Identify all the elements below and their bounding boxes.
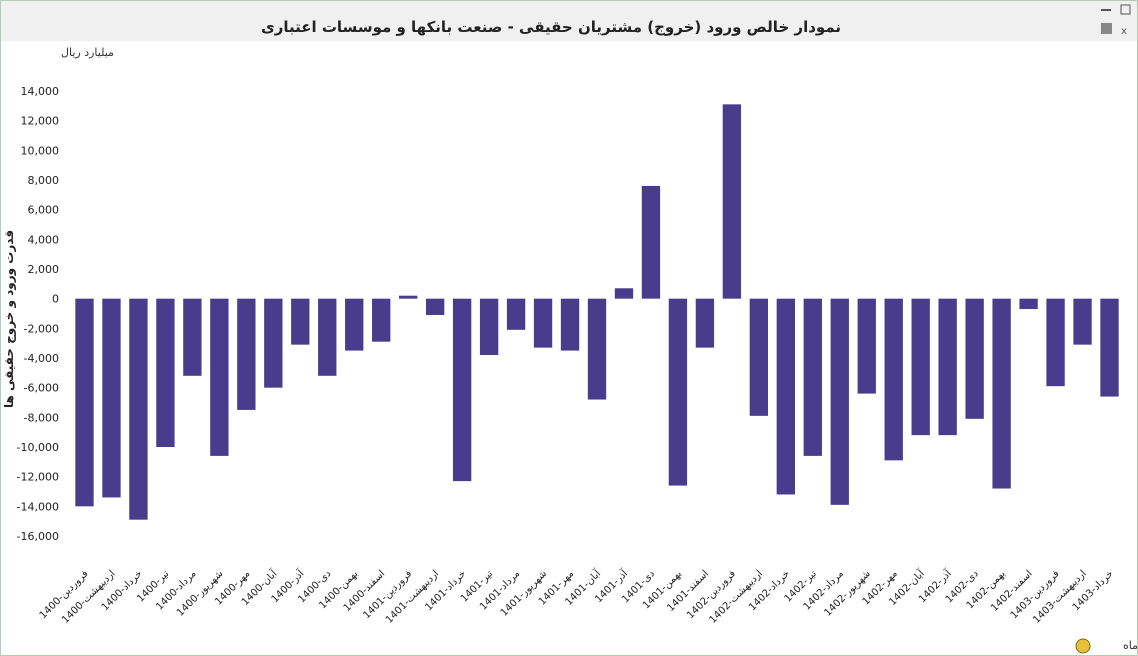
bar [668,298,688,486]
chart-title: نمودار خالص ورود (خروج) مشتریان حقیقی - … [261,18,841,36]
bar [695,298,715,348]
bar [75,298,94,507]
bar [183,298,202,376]
bar [830,298,849,505]
bar [156,298,175,447]
y-tick-label: -12,000 [17,471,59,484]
unit-label: میلیارد ریال [61,46,114,59]
bar [318,298,337,376]
bar [1046,298,1065,387]
y-tick-label: 0 [52,293,59,306]
bar [587,298,607,400]
y-tick-label: 4,000 [28,233,60,246]
bar [938,298,957,436]
y-tick-label: 8,000 [28,174,60,187]
bar [479,298,499,356]
minimize-icon[interactable] [1101,9,1111,11]
bar [533,298,553,348]
bar [776,298,795,495]
bar [965,298,984,419]
bar [614,288,634,299]
y-tick-label: 14,000 [21,85,60,98]
bar [291,298,310,345]
close-icon[interactable]: x [1121,26,1127,37]
bar [1100,298,1119,397]
y-tick-label: -4,000 [24,352,59,365]
y-tick-label: 10,000 [21,144,60,157]
bar [264,298,283,388]
bar [641,185,661,299]
bar [992,298,1011,489]
title-bar [1,1,1137,41]
bar [345,298,364,351]
bar [1019,298,1038,310]
bar [129,298,148,520]
bar [560,298,580,351]
y-tick-label: -8,000 [24,411,59,424]
x-axis-title: ماه [1123,639,1137,652]
y-tick-label: -10,000 [17,441,59,454]
bar [749,298,769,416]
y-tick-label: 12,000 [21,115,60,128]
bar [452,298,472,482]
bar [803,298,822,456]
y-tick-label: 2,000 [28,263,60,276]
bar [911,298,930,436]
bar [722,104,742,299]
bar [237,298,256,410]
bar [425,298,445,315]
y-axis-title: قدرت ورود و خروج حقیقی ها [2,230,17,408]
y-tick-label: -14,000 [17,500,59,513]
bar [1073,298,1092,345]
y-tick-label: -6,000 [24,382,59,395]
bar [857,298,876,394]
bar [884,298,903,461]
bar [399,295,418,299]
settings-icon[interactable] [1075,638,1091,654]
bar [102,298,121,498]
bar [506,298,526,330]
bar [210,298,229,456]
export-icon[interactable] [1101,23,1112,34]
bar [372,298,391,342]
y-tick-label: 6,000 [28,204,60,217]
y-tick-label: -16,000 [17,530,59,543]
y-tick-label: -2,000 [24,322,59,335]
maximize-icon[interactable] [1120,4,1131,15]
